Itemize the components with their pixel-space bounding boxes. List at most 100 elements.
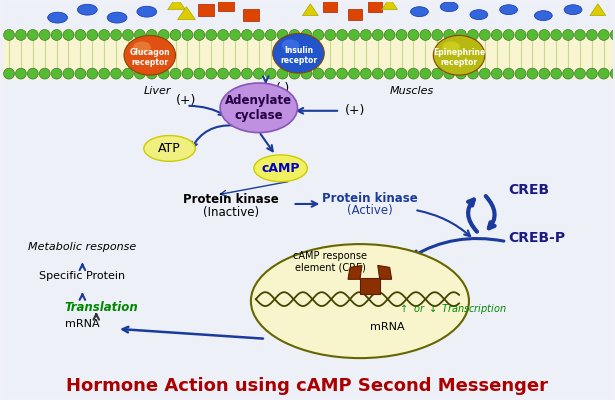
Circle shape (587, 30, 597, 40)
Circle shape (206, 30, 216, 40)
Circle shape (158, 68, 169, 79)
Circle shape (598, 68, 609, 79)
Ellipse shape (107, 12, 127, 23)
Text: CREB-P: CREB-P (509, 231, 566, 245)
Circle shape (87, 30, 98, 40)
Ellipse shape (440, 2, 458, 12)
Circle shape (253, 68, 264, 79)
Circle shape (229, 30, 240, 40)
Circle shape (325, 68, 336, 79)
Circle shape (182, 30, 193, 40)
Circle shape (396, 68, 407, 79)
Circle shape (420, 30, 430, 40)
Text: mRNA: mRNA (65, 319, 100, 329)
Polygon shape (348, 266, 362, 279)
Text: (+): (+) (345, 104, 365, 117)
Ellipse shape (254, 155, 308, 182)
Circle shape (408, 30, 419, 40)
Ellipse shape (470, 10, 488, 20)
Text: Specific Protein: Specific Protein (39, 271, 125, 281)
Circle shape (39, 30, 50, 40)
Text: Muscles: Muscles (390, 86, 434, 96)
Ellipse shape (144, 136, 196, 161)
Circle shape (372, 30, 383, 40)
Circle shape (479, 30, 490, 40)
Text: Protein kinase: Protein kinase (183, 194, 279, 206)
Circle shape (99, 30, 109, 40)
Bar (360, 278, 379, 294)
Bar (218, 0, 234, 11)
Ellipse shape (442, 41, 460, 53)
Circle shape (111, 68, 122, 79)
Circle shape (242, 30, 252, 40)
Circle shape (563, 68, 574, 79)
Circle shape (443, 68, 454, 79)
Polygon shape (303, 4, 319, 16)
Circle shape (539, 30, 550, 40)
Ellipse shape (124, 36, 175, 75)
Text: Adenylate
cyclase: Adenylate cyclase (225, 94, 292, 122)
Circle shape (336, 30, 347, 40)
Ellipse shape (361, 273, 379, 289)
Text: Liver: Liver (144, 86, 172, 96)
Circle shape (51, 30, 62, 40)
Circle shape (277, 68, 288, 79)
Text: Protein kinase: Protein kinase (322, 192, 418, 204)
Circle shape (289, 30, 300, 40)
Text: Glucagon
receptor: Glucagon receptor (130, 48, 170, 67)
Circle shape (4, 68, 15, 79)
Text: $\uparrow$ or $\downarrow$ Transcription: $\uparrow$ or $\downarrow$ Transcription (397, 302, 506, 316)
Circle shape (87, 68, 98, 79)
Circle shape (467, 30, 478, 40)
Text: ATP: ATP (158, 142, 181, 155)
Circle shape (75, 68, 86, 79)
Circle shape (551, 30, 561, 40)
Circle shape (170, 68, 181, 79)
Ellipse shape (220, 83, 298, 132)
Bar (199, 4, 214, 16)
Circle shape (111, 30, 122, 40)
Circle shape (574, 30, 585, 40)
Circle shape (527, 68, 538, 79)
Circle shape (515, 30, 526, 40)
Circle shape (15, 30, 26, 40)
Circle shape (265, 68, 276, 79)
Circle shape (4, 30, 15, 40)
Circle shape (277, 30, 288, 40)
Circle shape (408, 68, 419, 79)
Circle shape (491, 30, 502, 40)
Circle shape (349, 68, 359, 79)
Circle shape (527, 30, 538, 40)
Circle shape (122, 68, 133, 79)
Circle shape (491, 68, 502, 79)
Circle shape (63, 30, 74, 40)
Circle shape (479, 68, 490, 79)
Circle shape (336, 68, 347, 79)
Text: Metabolic response: Metabolic response (28, 242, 137, 252)
Text: Translation: Translation (65, 300, 138, 314)
Text: (-): (-) (276, 82, 290, 96)
Text: Epinephrine
receptor: Epinephrine receptor (433, 48, 485, 67)
Text: cAMP response
element (CRE): cAMP response element (CRE) (293, 251, 367, 272)
Circle shape (610, 68, 615, 79)
Text: cAMP: cAMP (261, 162, 300, 175)
Circle shape (51, 68, 62, 79)
Ellipse shape (410, 7, 428, 17)
Ellipse shape (133, 41, 151, 53)
Circle shape (75, 30, 86, 40)
Bar (3, 30, 613, 79)
Ellipse shape (534, 11, 552, 20)
Ellipse shape (282, 40, 300, 51)
Text: (Active): (Active) (347, 204, 393, 218)
Text: (Inactive): (Inactive) (203, 206, 259, 219)
Circle shape (122, 30, 133, 40)
Circle shape (456, 68, 467, 79)
Circle shape (253, 30, 264, 40)
Polygon shape (382, 0, 397, 10)
Text: CREB: CREB (509, 183, 550, 197)
Circle shape (146, 30, 157, 40)
Circle shape (289, 68, 300, 79)
Circle shape (325, 30, 336, 40)
Circle shape (301, 68, 312, 79)
Circle shape (574, 68, 585, 79)
